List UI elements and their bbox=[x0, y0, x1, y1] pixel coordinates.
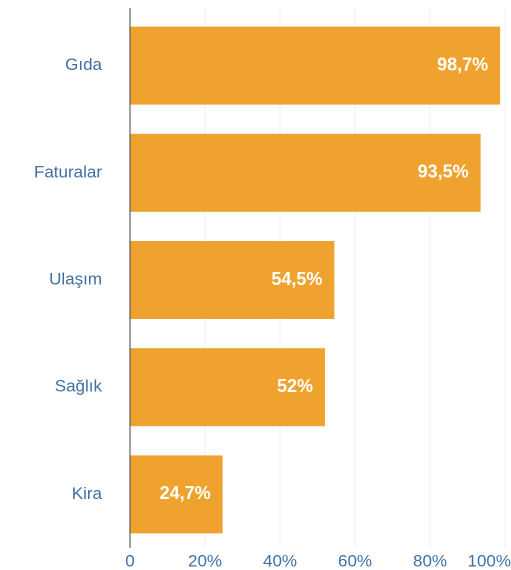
value-label: 54,5% bbox=[271, 269, 322, 289]
category-label: Ulaşım bbox=[49, 269, 102, 288]
category-label: Kira bbox=[72, 484, 103, 503]
x-tick-label: 60% bbox=[338, 551, 372, 570]
x-tick-label: 20% bbox=[188, 551, 222, 570]
x-tick-label: 0 bbox=[125, 551, 134, 570]
x-tick-label: 80% bbox=[413, 551, 447, 570]
category-label: Faturalar bbox=[34, 162, 102, 181]
bar bbox=[130, 455, 223, 534]
value-label: 93,5% bbox=[418, 162, 469, 182]
bar bbox=[130, 241, 335, 319]
category-label: Gıda bbox=[65, 55, 102, 74]
x-tick-label: 100% bbox=[468, 551, 511, 570]
x-tick-label: 40% bbox=[263, 551, 297, 570]
category-label: Sağlık bbox=[55, 377, 103, 396]
value-label: 24,7% bbox=[160, 483, 211, 503]
value-label: 98,7% bbox=[437, 54, 488, 74]
bar bbox=[130, 26, 501, 105]
value-label: 52% bbox=[277, 376, 313, 396]
bar bbox=[130, 133, 481, 212]
bar bbox=[130, 348, 325, 427]
